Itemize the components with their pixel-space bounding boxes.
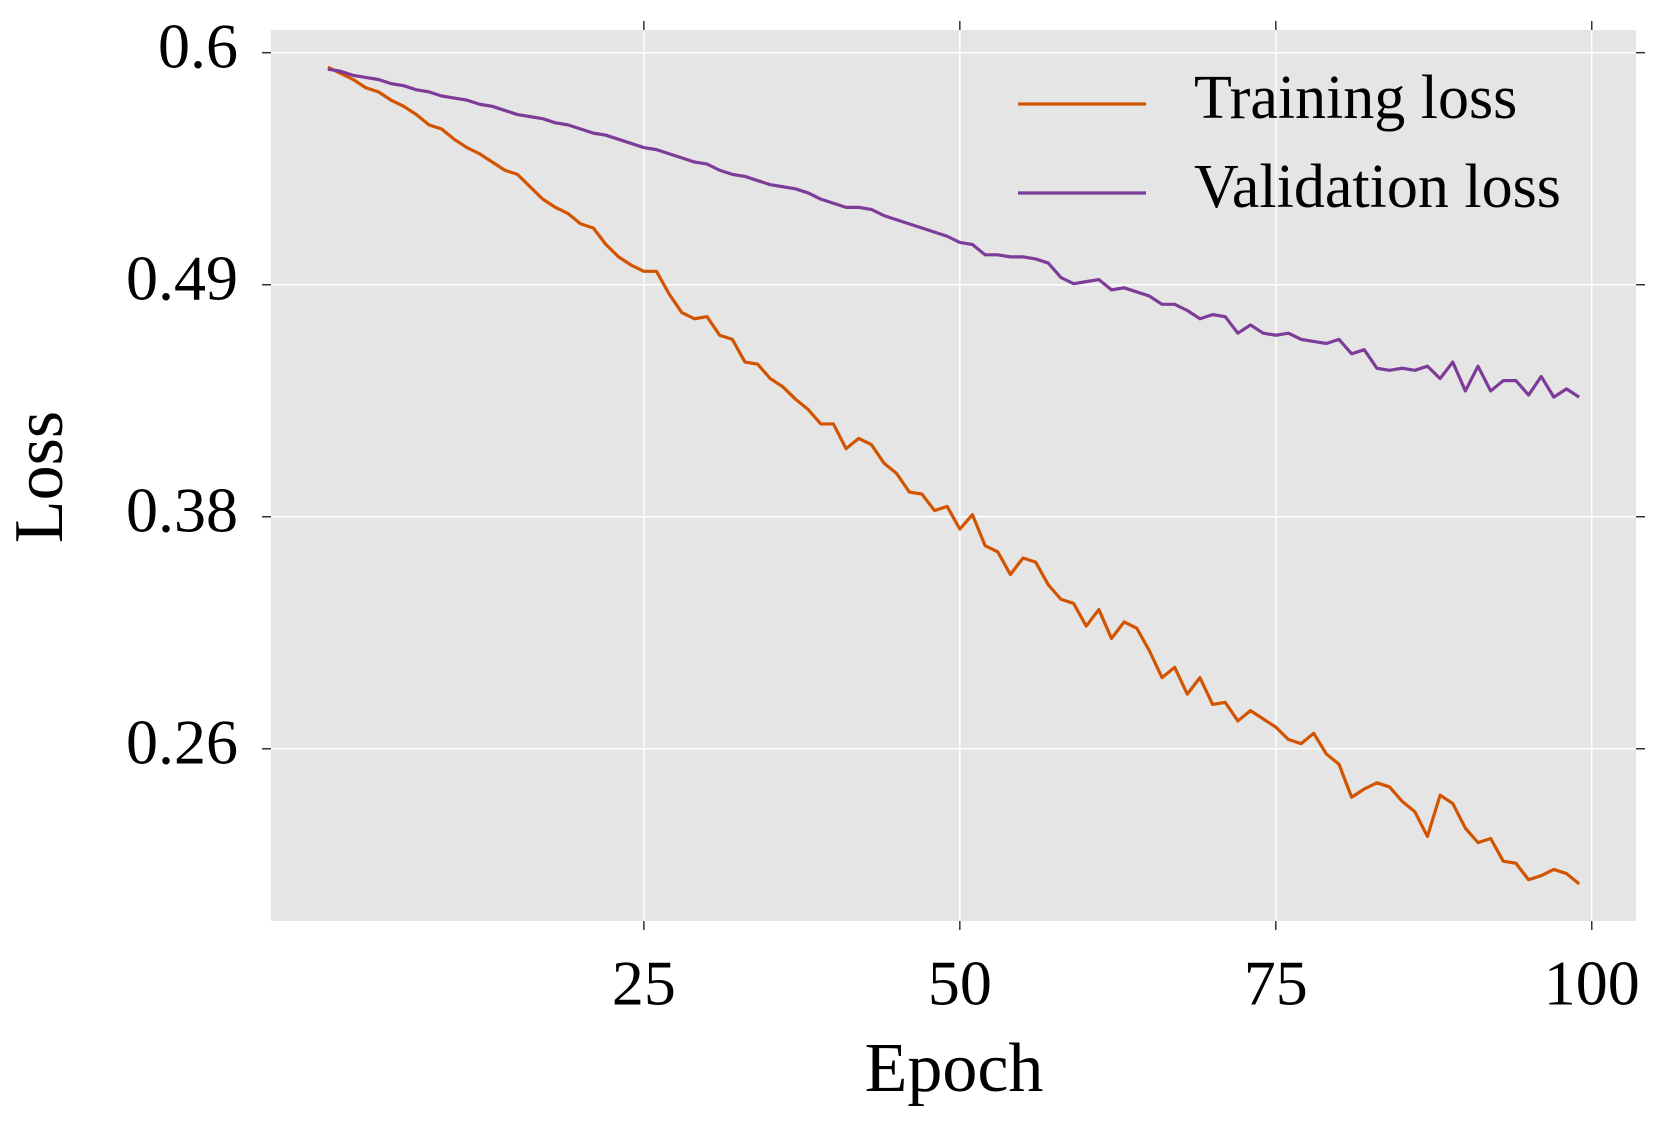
y-tick-label: 0.6 xyxy=(158,10,238,81)
x-tick-label: 75 xyxy=(1244,948,1308,1019)
legend-label: Training loss xyxy=(1194,64,1517,132)
y-axis-label: Loss xyxy=(1,411,78,543)
line xyxy=(327,67,1581,399)
x-tick-label: 50 xyxy=(928,948,992,1019)
x-tick-label: 25 xyxy=(612,948,676,1019)
y-tick-label: 0.49 xyxy=(126,242,238,313)
x-tick-label: 100 xyxy=(1544,948,1640,1019)
y-tick-label: 0.26 xyxy=(126,706,238,777)
x-axis-label: Epoch xyxy=(865,1030,1044,1107)
plot-area xyxy=(271,30,1636,921)
legend-label: Validation loss xyxy=(1194,153,1561,221)
y-tick-label: 0.38 xyxy=(126,474,238,545)
line xyxy=(327,65,1581,886)
